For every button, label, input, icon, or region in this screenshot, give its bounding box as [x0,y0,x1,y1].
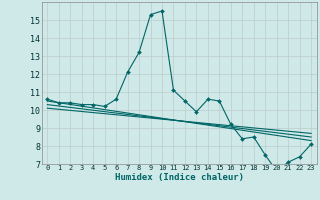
X-axis label: Humidex (Indice chaleur): Humidex (Indice chaleur) [115,173,244,182]
